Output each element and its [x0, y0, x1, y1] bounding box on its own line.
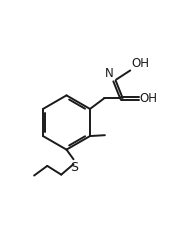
Text: S: S — [70, 161, 78, 174]
Text: N: N — [105, 67, 114, 80]
Text: OH: OH — [131, 57, 149, 69]
Text: OH: OH — [140, 92, 158, 105]
